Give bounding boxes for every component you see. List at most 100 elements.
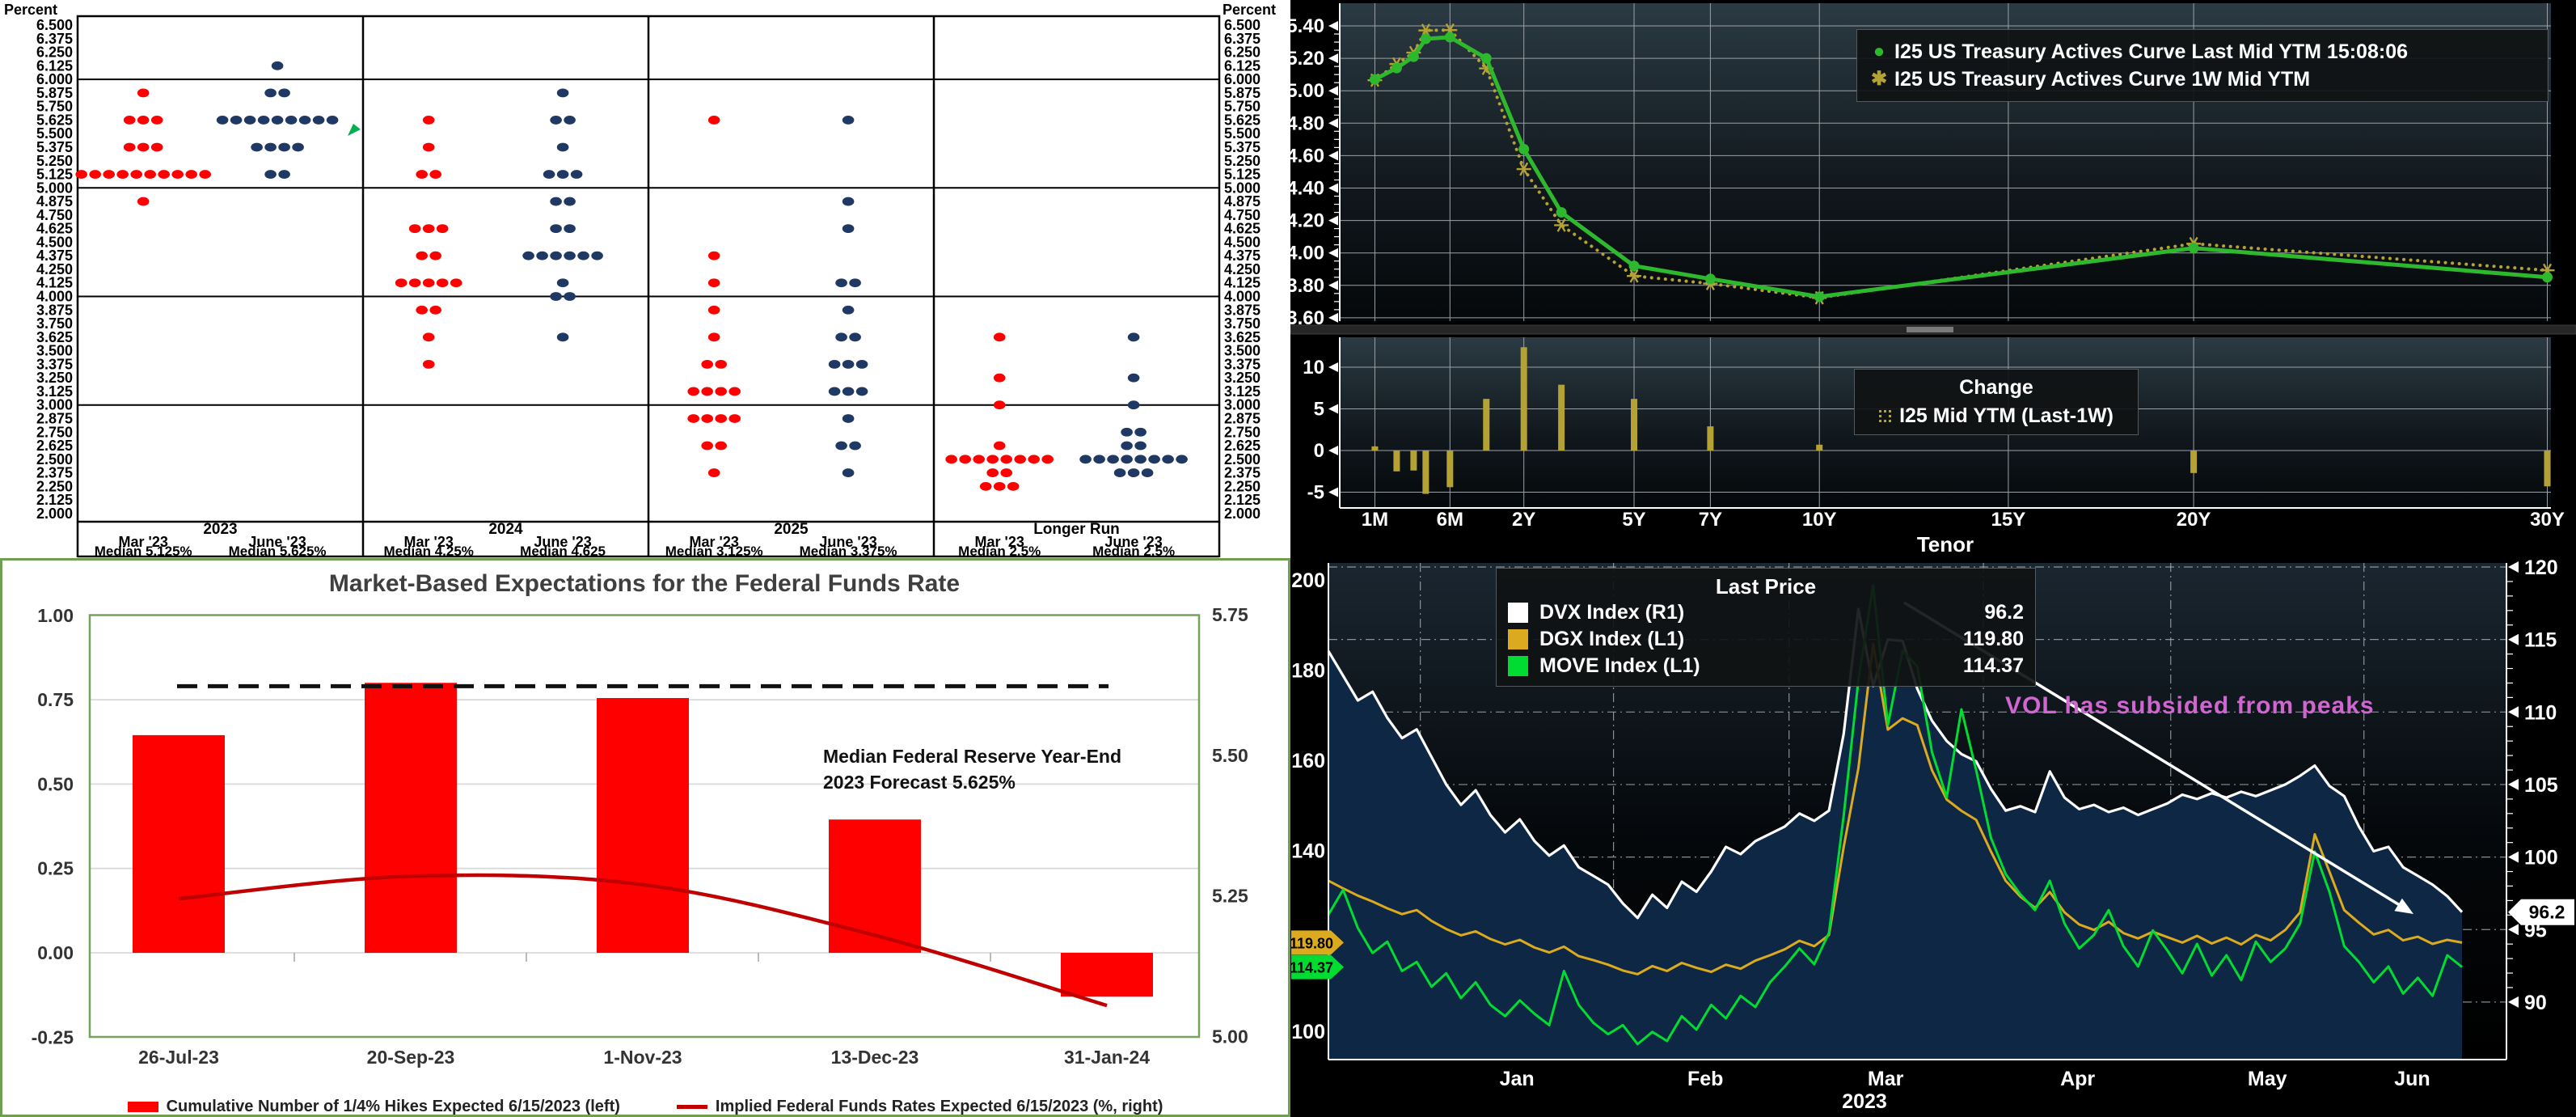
projection-dot	[422, 224, 435, 234]
projection-dot	[993, 373, 1006, 383]
y-tick-right: 5.875	[1224, 85, 1261, 101]
vol-legend: Last Price DVX Index (R1) 96.2 DGX Index…	[1496, 568, 2036, 687]
projection-dot	[715, 387, 727, 396]
projection-dot	[577, 251, 589, 260]
x-category-label: 26-Jul-23	[138, 1047, 219, 1068]
badge-value: 96.2	[2529, 902, 2565, 923]
left-tick: 0.00	[37, 942, 74, 963]
projection-dot	[842, 359, 855, 369]
median-label: Median 5.625%	[229, 544, 327, 558]
column-label: June '23	[819, 534, 876, 550]
projection-dot	[842, 116, 855, 125]
projection-dot	[986, 455, 999, 464]
projection-dot	[1000, 455, 1012, 464]
y-tick-right: 3.000	[1224, 397, 1261, 413]
projection-dot	[1127, 332, 1140, 342]
projection-dot	[408, 224, 421, 234]
median-label: Median 2.5%	[1092, 544, 1175, 558]
projection-dot	[550, 197, 562, 206]
change-bar	[1520, 347, 1527, 451]
dot-marker-icon	[1420, 33, 1431, 44]
y-tick-left: 4.000	[36, 289, 73, 305]
hike-bar	[597, 698, 689, 953]
projection-dot	[158, 170, 170, 179]
projection-dot	[271, 61, 284, 70]
projection-dot	[422, 278, 435, 288]
badge-value: 114.37	[1290, 960, 1333, 976]
projection-dot	[543, 170, 555, 179]
projection-dot	[251, 142, 263, 152]
change-bar	[1371, 446, 1379, 451]
y-tick-right: 4.250	[1224, 261, 1261, 277]
projection-dot	[271, 116, 284, 125]
projection-dot	[116, 170, 129, 179]
axis-badge	[2508, 899, 2574, 925]
projection-dot	[564, 116, 576, 125]
projection-dot	[550, 116, 562, 125]
scroll-handle[interactable]	[1907, 327, 1953, 332]
change-bar	[1631, 399, 1638, 451]
change-bar	[2190, 451, 2198, 473]
annotation-line-1: Median Federal Reserve Year-End	[823, 746, 1122, 767]
right-tick-label: 120	[2524, 558, 2558, 579]
y-tick-right: 5.125	[1224, 167, 1261, 183]
change-y-tick: 5	[1314, 399, 1324, 421]
y-tick-right: 4.750	[1224, 207, 1261, 223]
projection-dot	[278, 142, 290, 152]
y-tick-right: 4.500	[1224, 234, 1261, 250]
legend-label-last: I25 US Treasury Actives Curve Last Mid Y…	[1894, 40, 2408, 63]
asterisk-marker-icon	[1519, 162, 1529, 176]
move-swatch-icon	[1508, 656, 1528, 676]
projection-dot	[429, 305, 441, 315]
x-axis-year: 2023	[1842, 1090, 1887, 1113]
legend-row-dvx: DVX Index (R1) 96.2	[1508, 599, 2024, 626]
left-tick-label: 140	[1291, 840, 1325, 863]
left-tick-label: 180	[1291, 660, 1325, 683]
tick-arrow-icon	[1328, 280, 1338, 290]
y-tick-left: 6.375	[36, 31, 73, 47]
dot-marker-icon	[1369, 74, 1380, 85]
y-tick-right: 3.875	[1224, 302, 1261, 318]
projection-dot	[842, 224, 855, 234]
change-legend: Change I25 Mid YTM (Last-1W)	[1854, 369, 2139, 435]
right-tick: 5.00	[1212, 1026, 1248, 1047]
projection-dot	[1134, 455, 1147, 464]
right-tick-label: 115	[2524, 629, 2557, 652]
x-tick-label: 10Y	[1802, 509, 1837, 531]
y-tick-left: 3.875	[36, 302, 73, 318]
tick-arrow-icon	[1328, 215, 1338, 226]
y-tick-left: 5.250	[36, 153, 73, 169]
projection-dot	[1121, 455, 1133, 464]
y-tick-right: 2.875	[1224, 410, 1261, 426]
y-tick-left: 6.125	[36, 57, 73, 74]
y-tick-right: 5.500	[1224, 125, 1261, 142]
column-label: Mar '23	[975, 534, 1024, 550]
y-tick-left: 5.375	[36, 139, 73, 155]
column-label: June '23	[534, 534, 591, 550]
left-tick-label: 100	[1291, 1021, 1325, 1043]
legend-row-1w: ✱ I25 US Treasury Actives Curve 1W Mid Y…	[1864, 66, 2541, 93]
projection-dot	[285, 116, 298, 125]
projection-dot	[701, 414, 713, 423]
y-tick-left: 2.750	[36, 424, 73, 440]
left-tick-label: 160	[1291, 750, 1325, 772]
projection-dot	[855, 359, 868, 369]
y-tick-right: 6.125	[1224, 57, 1261, 74]
x-tick-label: 5Y	[1622, 509, 1645, 531]
legend-item-line: Implied Federal Funds Rates Expected 6/1…	[676, 1098, 1163, 1115]
y-tick-right: 5.750	[1224, 99, 1261, 115]
move-name: MOVE Index (L1)	[1539, 654, 1700, 677]
legend-label-bars: Cumulative Number of 1/4% Hikes Expected…	[166, 1098, 620, 1115]
right-tick-label: 110	[2524, 701, 2557, 724]
projection-dot	[1127, 468, 1140, 477]
y-tick-left: 3.750	[36, 315, 73, 332]
projection-dot	[416, 305, 428, 315]
dot-marker-icon	[1814, 291, 1825, 303]
y-tick-right: 2.500	[1224, 451, 1261, 468]
projection-dot	[429, 170, 441, 179]
projection-dot	[429, 251, 441, 260]
y-tick-left: 4.125	[36, 275, 73, 291]
group-year-label: Longer Run	[1033, 521, 1120, 538]
y-tick-left: 2.250	[36, 478, 73, 494]
asterisk-marker-icon	[1556, 218, 1566, 232]
